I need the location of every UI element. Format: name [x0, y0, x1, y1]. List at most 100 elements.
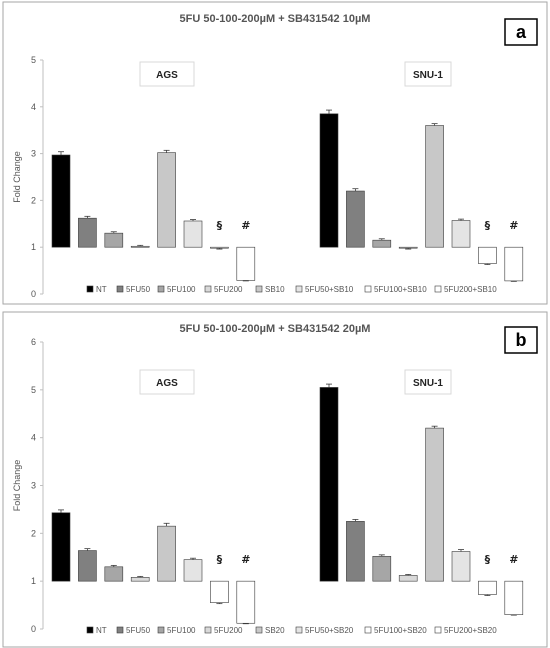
- panel-a-legend-swatch: [295, 285, 303, 293]
- panel-b-label-box: [504, 326, 538, 354]
- panel-a-bar: [372, 239, 392, 248]
- panel-b-group-label: AGS: [156, 378, 178, 389]
- panel-a-bar: [130, 245, 150, 248]
- panel-a-legend-entry: 5FU200+SB10: [444, 285, 497, 294]
- panel-b-title: 5FU 50-100-200µM + SB431542 20µM: [180, 323, 371, 335]
- panel-a-bar: [398, 246, 418, 249]
- panel-a-bar: [478, 246, 497, 264]
- panel-b-bar: [504, 580, 524, 615]
- panel-b-legend-entry: 5FU100+SB20: [374, 626, 427, 635]
- panel-b-legend-entry: SB20: [265, 626, 285, 635]
- panel-a-bar: [346, 190, 365, 248]
- panel-b-legend-swatch: [434, 626, 442, 634]
- panel-a-legend-entry: SB10: [265, 285, 285, 294]
- panel-a-legend-swatch: [364, 285, 372, 293]
- panel-a-significance-mark: §: [217, 219, 223, 232]
- panel-a-y-tick-label: 3: [31, 149, 36, 159]
- panel-b-legend-entry: 5FU200+SB20: [444, 626, 497, 635]
- panel-b-bar: [398, 575, 418, 582]
- panel-a-bar: [78, 217, 97, 248]
- panel-a-legend-swatch: [157, 285, 165, 293]
- panel-a-group-label: SNU-1: [413, 70, 443, 81]
- panel-b-legend-swatch: [157, 626, 165, 634]
- panel-b-legend-entry: 5FU50+SB20: [305, 626, 354, 635]
- panel-b-frame: [2, 311, 548, 648]
- panel-a-y-tick-label: 2: [31, 195, 36, 205]
- panel-a-bar: [157, 152, 176, 248]
- panel-a-legend-swatch: [204, 285, 212, 293]
- panel-b-bar: [425, 427, 444, 582]
- panel-b-y-tick-label: 5: [31, 385, 36, 395]
- panel-a-bar: [236, 246, 256, 281]
- panel-b-bar: [104, 566, 124, 582]
- panel-b-bar: [236, 580, 256, 624]
- panel-b-legend-swatch: [255, 626, 263, 634]
- panel-b-significance-mark: #: [509, 553, 518, 566]
- panel-b-legend-entry: 5FU100: [167, 626, 196, 635]
- panel-a-significance-mark: #: [241, 219, 250, 232]
- panel-a-frame: [2, 1, 548, 305]
- panel-a-legend-entry: NT: [96, 285, 107, 294]
- panel-b-y-tick-label: 2: [31, 528, 36, 538]
- panel-b-legend-entry: 5FU200: [214, 626, 243, 635]
- panel-a-bar: [210, 246, 229, 249]
- panel-a-label-box: [504, 18, 538, 46]
- panel-a-y-tick-label: 5: [31, 55, 36, 65]
- panel-a-y-tick-label: 4: [31, 102, 36, 112]
- panel-b-legend-swatch: [204, 626, 212, 634]
- panel-a-legend-swatch: [434, 285, 442, 293]
- panel-a-bar: [319, 113, 339, 248]
- panel-a-y-tick-label: 1: [31, 242, 36, 252]
- panel-a-label: a: [516, 22, 527, 42]
- panel-b-bar: [78, 550, 97, 582]
- panel-a-legend-swatch: [255, 285, 263, 293]
- panel-a-title: 5FU 50-100-200µM + SB431542 10µM: [180, 13, 371, 25]
- panel-b-legend-swatch: [116, 626, 124, 634]
- panel-b-legend-entry: NT: [96, 626, 107, 635]
- panel-b-bar: [372, 555, 392, 582]
- panel-a-group-label-box: [139, 61, 195, 87]
- panel-b-significance-mark: §: [485, 553, 491, 566]
- panel-b-bar: [478, 580, 497, 595]
- panel-a-legend-entry: 5FU100+SB10: [374, 285, 427, 294]
- panel-a-legend-entry: 5FU200: [214, 285, 243, 294]
- panel-a-legend-swatch: [116, 285, 124, 293]
- panel-b-group-label: SNU-1: [413, 378, 443, 389]
- panel-a-legend-entry: 5FU100: [167, 285, 196, 294]
- panel-b-bar: [210, 580, 229, 603]
- panel-a-significance-mark: §: [485, 219, 491, 232]
- panel-b-significance-mark: #: [241, 553, 250, 566]
- panel-b-y-tick-label: 3: [31, 481, 36, 491]
- panel-a-bar: [51, 154, 71, 248]
- panel-b-legend-entry: 5FU50: [126, 626, 151, 635]
- panel-b-legend-swatch: [86, 626, 94, 634]
- panel-b-label: b: [516, 330, 527, 350]
- panel-b-legend-swatch: [364, 626, 372, 634]
- panel-a-group-label: AGS: [156, 70, 178, 81]
- panel-a-bar: [183, 220, 203, 248]
- panel-a-legend-entry: 5FU50+SB10: [305, 285, 354, 294]
- panel-a-group-label-box: [404, 61, 452, 87]
- panel-a-significance-mark: #: [509, 219, 518, 232]
- panel-b-bar: [451, 551, 471, 582]
- panel-b-bar: [346, 521, 365, 582]
- panel-b-group-label-box: [139, 369, 195, 395]
- panel-b-y-tick-label: 4: [31, 433, 36, 443]
- panel-b-bar: [183, 559, 203, 582]
- panel-b-bar: [319, 387, 339, 582]
- panel-a-bar: [104, 232, 124, 248]
- panel-a-bar: [451, 220, 471, 248]
- panel-b-group-label-box: [404, 369, 452, 395]
- panel-a-legend-swatch: [86, 285, 94, 293]
- panel-a-bar: [504, 246, 524, 282]
- panel-a-bar: [425, 125, 444, 248]
- panel-b-legend-swatch: [295, 626, 303, 634]
- panel-b-y-tick-label: 1: [31, 576, 36, 586]
- panel-b-y-tick-label: 0: [31, 624, 36, 634]
- panel-b-y-tick-label: 6: [31, 337, 36, 347]
- panel-a-y-axis-label: Fold Change: [12, 151, 22, 203]
- panel-b-significance-mark: §: [217, 553, 223, 566]
- panel-b-bar: [130, 577, 150, 582]
